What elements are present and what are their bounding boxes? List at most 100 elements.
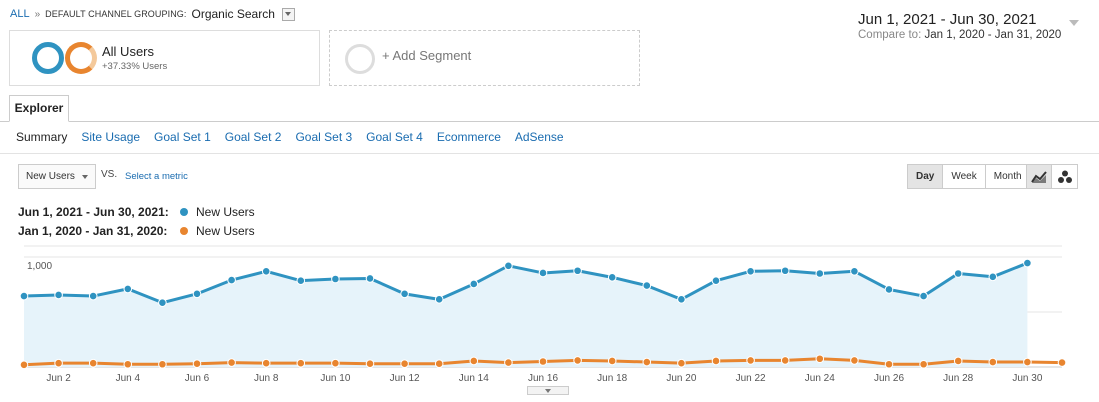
data-point bbox=[88, 358, 98, 368]
data-point bbox=[953, 356, 963, 366]
x-tick-label: Jun 14 bbox=[459, 373, 489, 384]
data-point bbox=[504, 358, 513, 367]
x-tick-label: Jun 20 bbox=[666, 373, 696, 384]
series-area bbox=[24, 263, 1028, 367]
breadcrumb-grouping-label: DEFAULT CHANNEL GROUPING: bbox=[45, 9, 187, 19]
chevron-down-icon[interactable] bbox=[1069, 20, 1079, 26]
motion-chart-button[interactable] bbox=[1052, 165, 1077, 188]
period-day-button[interactable]: Day bbox=[908, 165, 943, 188]
data-point bbox=[296, 358, 306, 368]
segment-ring-orange-icon bbox=[65, 42, 97, 74]
subnav-goal-set-1[interactable]: Goal Set 1 bbox=[154, 130, 211, 144]
data-point bbox=[296, 276, 306, 285]
data-point bbox=[711, 276, 721, 285]
x-tick-label: Jun 12 bbox=[390, 373, 420, 384]
vs-label: VS. bbox=[101, 169, 118, 180]
line-chart-icon bbox=[1031, 170, 1047, 183]
data-point bbox=[538, 357, 548, 366]
data-point bbox=[677, 295, 686, 304]
chart-type-toggle bbox=[1026, 164, 1078, 189]
x-tick-label: Jun 6 bbox=[185, 373, 210, 384]
legend-item-compare: Jan 1, 2020 - Jan 31, 2020: New Users bbox=[18, 224, 255, 238]
data-point bbox=[850, 356, 859, 365]
period-month-button[interactable]: Month bbox=[984, 165, 1030, 188]
legend-range: Jun 1, 2021 - Jun 30, 2021: bbox=[18, 205, 169, 219]
legend-dot-icon bbox=[180, 227, 188, 235]
segment-name: All Users bbox=[102, 44, 155, 59]
motion-chart-icon bbox=[1057, 170, 1072, 183]
subnav-goal-set-3[interactable]: Goal Set 3 bbox=[295, 130, 353, 144]
data-point bbox=[642, 357, 652, 367]
data-point bbox=[607, 273, 617, 282]
period-week-button[interactable]: Week bbox=[942, 165, 985, 188]
data-point bbox=[746, 267, 755, 276]
data-point bbox=[504, 261, 513, 271]
select-metric-link[interactable]: Select a metric bbox=[125, 171, 188, 182]
subnav-goal-set-4[interactable]: Goal Set 4 bbox=[366, 130, 423, 144]
x-tick-label: Jun 30 bbox=[1012, 373, 1042, 384]
metric-select[interactable]: New Users bbox=[18, 164, 96, 189]
legend-dot-icon bbox=[180, 208, 188, 216]
data-point bbox=[780, 356, 790, 365]
data-point bbox=[780, 266, 790, 276]
legend-item-current: Jun 1, 2021 - Jun 30, 2021: New Users bbox=[18, 205, 255, 219]
data-point bbox=[19, 360, 29, 370]
data-point bbox=[227, 275, 236, 285]
data-point bbox=[123, 284, 133, 294]
data-point bbox=[227, 358, 236, 367]
data-point bbox=[331, 358, 340, 368]
data-point bbox=[1023, 258, 1032, 268]
data-point bbox=[192, 359, 202, 368]
breadcrumb-dropdown-button[interactable] bbox=[281, 7, 295, 21]
segment-all-users[interactable]: All Users +37.33% Users bbox=[9, 30, 320, 86]
breadcrumb-all-link[interactable]: ALL bbox=[10, 8, 30, 20]
data-point bbox=[365, 274, 375, 283]
breadcrumb: ALL » DEFAULT CHANNEL GROUPING: Organic … bbox=[10, 7, 295, 21]
data-point bbox=[158, 298, 167, 307]
x-tick-label: Jun 8 bbox=[254, 373, 279, 384]
data-point bbox=[1023, 357, 1032, 367]
data-point bbox=[815, 269, 825, 278]
tab-divider bbox=[0, 121, 1099, 122]
chart-collapse-handle[interactable] bbox=[527, 386, 569, 395]
data-point bbox=[1057, 358, 1067, 367]
data-point bbox=[54, 290, 63, 300]
legend-range: Jan 1, 2020 - Jan 31, 2020: bbox=[18, 224, 168, 238]
legend-metric: New Users bbox=[196, 205, 255, 219]
date-range-picker[interactable]: Jun 1, 2021 - Jun 30, 2021 Compare to: J… bbox=[858, 11, 1083, 41]
data-point bbox=[988, 272, 998, 282]
subnav-adsense[interactable]: AdSense bbox=[514, 130, 564, 144]
compare-range: Jan 1, 2020 - Jan 31, 2020 bbox=[924, 29, 1062, 41]
tab-explorer[interactable]: Explorer bbox=[9, 95, 69, 122]
line-chart-button[interactable] bbox=[1027, 165, 1052, 188]
data-point bbox=[988, 357, 998, 367]
subnav-site-usage[interactable]: Site Usage bbox=[81, 130, 141, 144]
data-point bbox=[88, 291, 98, 301]
breadcrumb-separator: » bbox=[34, 8, 41, 20]
explorer-subnav: Summary Site Usage Goal Set 1 Goal Set 2… bbox=[16, 130, 564, 144]
x-tick-label: Jun 28 bbox=[943, 373, 973, 384]
data-point bbox=[919, 359, 928, 369]
data-point bbox=[469, 356, 479, 366]
add-segment-button[interactable]: + Add Segment bbox=[329, 30, 640, 86]
data-point bbox=[815, 354, 825, 364]
data-point bbox=[884, 285, 894, 294]
x-tick-label: Jun 24 bbox=[805, 373, 835, 384]
data-point bbox=[365, 359, 375, 368]
data-point bbox=[642, 281, 652, 290]
subnav-summary[interactable]: Summary bbox=[16, 130, 68, 144]
data-point bbox=[400, 359, 409, 368]
breadcrumb-grouping-value: Organic Search bbox=[191, 7, 275, 21]
segment-change: +37.33% Users bbox=[102, 61, 168, 72]
x-tick-label: Jun 16 bbox=[528, 373, 558, 384]
data-point bbox=[711, 356, 721, 366]
subnav-goal-set-2[interactable]: Goal Set 2 bbox=[224, 130, 282, 144]
subnav-ecommerce[interactable]: Ecommerce bbox=[436, 130, 501, 144]
data-point bbox=[919, 291, 928, 301]
x-tick-label: Jun 2 bbox=[46, 373, 71, 384]
subnav-divider bbox=[0, 153, 1099, 154]
data-point bbox=[19, 291, 29, 301]
compare-label: Compare to: bbox=[858, 29, 922, 41]
x-tick-label: Jun 18 bbox=[597, 373, 627, 384]
